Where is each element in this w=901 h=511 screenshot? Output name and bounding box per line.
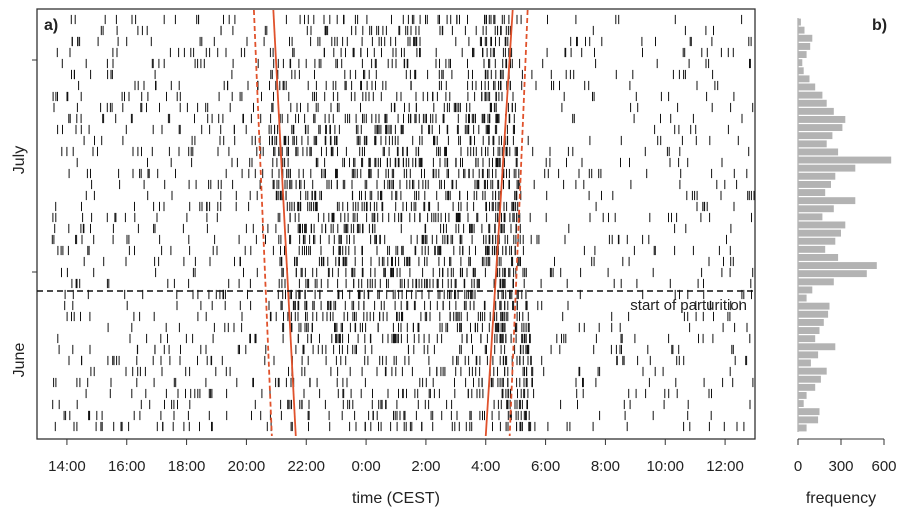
x-tick-label-b: 300	[828, 458, 853, 475]
histogram-bar	[798, 132, 833, 140]
histogram-bar	[798, 335, 816, 343]
histogram-bar	[798, 375, 821, 383]
histogram-bar	[798, 343, 836, 351]
histogram-bar	[798, 237, 836, 245]
sunrise-solid-line	[484, 9, 514, 437]
x-tick-label-a: 10:00	[646, 458, 684, 475]
histogram-bar	[798, 245, 826, 253]
histogram-bar	[798, 164, 856, 172]
panel-a: start of parturition a) 14:00 16:00 18:00 2…	[11, 8, 756, 507]
histogram-bar	[798, 197, 856, 205]
sunrise-dashed-line	[508, 9, 529, 437]
histogram-bar	[798, 156, 892, 164]
histogram-bar	[798, 416, 819, 424]
y-label-june: June	[11, 343, 28, 378]
x-tick-label-b: 600	[871, 458, 896, 475]
histogram-bar	[798, 205, 834, 213]
histogram-bar	[798, 302, 830, 310]
x-tick-label-a: 6:00	[531, 458, 560, 475]
x-tick-label-a: 14:00	[48, 458, 86, 475]
histogram-bar	[798, 229, 841, 237]
histogram-bar	[798, 18, 801, 26]
histogram-bar	[798, 221, 846, 229]
panel-b-label: b)	[872, 17, 887, 34]
x-axis-b: 0 300 600	[794, 438, 897, 475]
histogram-bar	[798, 107, 834, 115]
histogram-bar	[798, 367, 827, 375]
panel-b: b) 0 300 600 frequency	[794, 17, 897, 507]
histogram-bar	[798, 286, 813, 294]
histogram-bar	[798, 75, 810, 83]
x-tick-label-a: 8:00	[591, 458, 620, 475]
histogram-bar	[798, 51, 807, 58]
histogram-bar	[798, 99, 827, 107]
histogram-bar	[798, 262, 877, 269]
histogram-bar	[798, 34, 813, 42]
histogram-bar	[798, 408, 820, 416]
histogram-bar	[798, 351, 819, 359]
histogram-bar	[798, 270, 867, 278]
activity-marks	[51, 14, 755, 432]
histogram-bar	[798, 189, 826, 196]
annotation-start-of-parturition: start of parturition	[630, 297, 747, 314]
histogram-bar	[798, 59, 803, 67]
histogram-bar	[798, 83, 816, 91]
histogram-bar	[798, 26, 805, 34]
x-axis-label-a: time (CEST)	[352, 490, 440, 507]
histogram-bar	[798, 116, 846, 123]
histogram-bar	[798, 359, 811, 367]
x-axis-label-b: frequency	[806, 490, 876, 507]
histogram-bar	[798, 67, 804, 75]
histogram-bar	[798, 294, 807, 302]
x-axis-a: 14:00 16:00 18:00 20:00 22:00 0:00 2:00 4:00 6:0…	[48, 439, 744, 475]
histogram-bar	[798, 254, 839, 261]
x-tick-label-a: 20:00	[228, 458, 266, 475]
histogram-bar	[798, 213, 823, 221]
histogram-bar	[798, 400, 804, 407]
x-tick-label-b: 0	[794, 458, 802, 475]
histogram-bar	[798, 392, 807, 399]
histogram-bars	[798, 18, 892, 432]
x-tick-label-a: 22:00	[287, 458, 325, 475]
x-tick-label-a: 18:00	[168, 458, 206, 475]
x-tick-label-a: 12:00	[706, 458, 744, 475]
histogram-bar	[798, 383, 816, 391]
x-tick-label-a: 16:00	[108, 458, 146, 475]
histogram-bar	[798, 91, 823, 99]
histogram-bar	[798, 140, 827, 148]
y-label-july: July	[11, 146, 28, 174]
x-tick-label-a: 4:00	[471, 458, 500, 475]
histogram-bar	[798, 43, 811, 50]
x-tick-label-a: 2:00	[411, 458, 440, 475]
histogram-bar	[798, 181, 831, 188]
histogram-bar	[798, 424, 807, 432]
x-tick-label-a: 0:00	[351, 458, 380, 475]
histogram-bar	[798, 327, 820, 334]
histogram-bar	[798, 124, 843, 131]
histogram-bar	[798, 278, 834, 286]
histogram-bar	[798, 172, 836, 180]
sun-lines	[252, 9, 529, 437]
panel-a-frame	[36, 8, 756, 440]
histogram-bar	[798, 310, 829, 318]
histogram-bar	[798, 319, 824, 326]
sunset-dashed-line	[252, 9, 273, 437]
histogram-bar	[798, 148, 839, 156]
panel-a-label: a)	[44, 17, 58, 34]
sunset-solid-line	[272, 9, 297, 437]
